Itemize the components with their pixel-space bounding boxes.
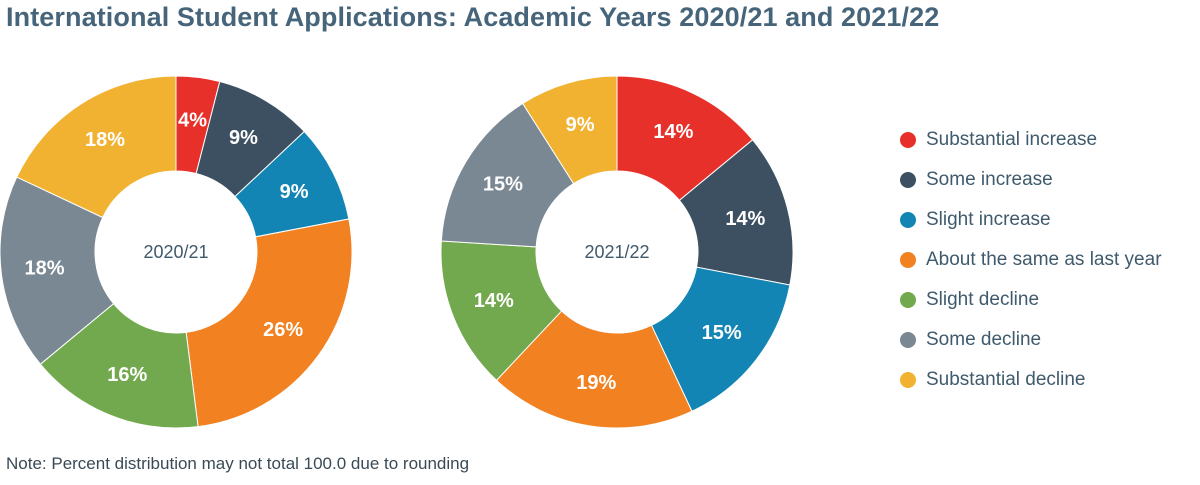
slice-label-some-decline: 15% [483, 174, 523, 196]
legend-item-slight-decline: Slight decline [900, 280, 1200, 320]
slice-label-slight-decline: 16% [107, 364, 147, 386]
legend-label: Slight decline [926, 289, 1040, 310]
footnote: Note: Percent distribution may not total… [6, 454, 470, 473]
slice-slight-decline [39, 302, 199, 429]
legend-swatch [900, 292, 916, 308]
legend-swatch [900, 252, 916, 268]
slice-some-decline [0, 176, 115, 365]
slice-substantial-decline [522, 75, 618, 185]
slice-some-increase [678, 139, 794, 286]
legend-label: About the same as last year [926, 249, 1162, 270]
legend-swatch [900, 212, 916, 228]
legend-item-some-increase: Some increase [900, 160, 1200, 200]
legend-label: Some increase [926, 169, 1053, 190]
legend-swatch [900, 332, 916, 348]
slice-label-slight-decline: 14% [474, 290, 514, 312]
chart-title: International Student Applications: Acad… [6, 2, 940, 32]
slice-slight-increase [650, 266, 791, 412]
slice-label-about-the-same-as-last-year: 19% [576, 372, 616, 394]
slice-label-substantial-increase: 4% [178, 110, 207, 132]
slice-label-slight-increase: 15% [702, 322, 742, 344]
slice-label-substantial-decline: 9% [566, 114, 595, 136]
legend-label: Some decline [926, 329, 1042, 350]
legend-label: Slight increase [926, 209, 1051, 230]
donut-center-label: 2021/22 [584, 242, 649, 262]
donut-2020-21: 4% 9% 9% 26% 16% 18% 18% 2020/21 [0, 75, 353, 429]
slice-about-the-same-as-last-year [185, 218, 353, 428]
slice-substantial-increase [616, 75, 754, 202]
legend-item-about-the-same: About the same as last year [900, 240, 1200, 280]
slice-substantial-decline [16, 75, 177, 219]
slice-slight-decline [440, 240, 563, 382]
legend-swatch [900, 172, 916, 188]
donut-2021-22: 14% 14% 15% 19% 14% 15% 9% 2021/22 [440, 75, 794, 429]
slice-label-some-increase: 9% [229, 127, 258, 149]
legend-item-substantial-increase: Substantial increase [900, 120, 1200, 160]
legend-item-substantial-decline: Substantial decline [900, 360, 1200, 400]
legend-item-slight-increase: Slight increase [900, 200, 1200, 240]
donut-center-label: 2020/21 [143, 242, 208, 262]
slice-label-some-increase: 14% [725, 208, 765, 230]
legend: Substantial increase Some increase Sligh… [900, 120, 1200, 400]
slice-label-about-the-same-as-last-year: 26% [263, 319, 303, 341]
legend-label: Substantial increase [926, 129, 1098, 150]
slice-label-some-decline: 18% [25, 258, 65, 280]
slice-some-decline [440, 102, 575, 248]
legend-label: Substantial decline [926, 369, 1086, 390]
legend-swatch [900, 372, 916, 388]
slice-label-substantial-decline: 18% [85, 129, 125, 151]
slice-label-substantial-increase: 14% [653, 121, 693, 143]
legend-item-some-decline: Some decline [900, 320, 1200, 360]
legend-swatch [900, 132, 916, 148]
slice-about-the-same-as-last-year [495, 310, 693, 429]
slice-label-slight-increase: 9% [280, 181, 309, 203]
